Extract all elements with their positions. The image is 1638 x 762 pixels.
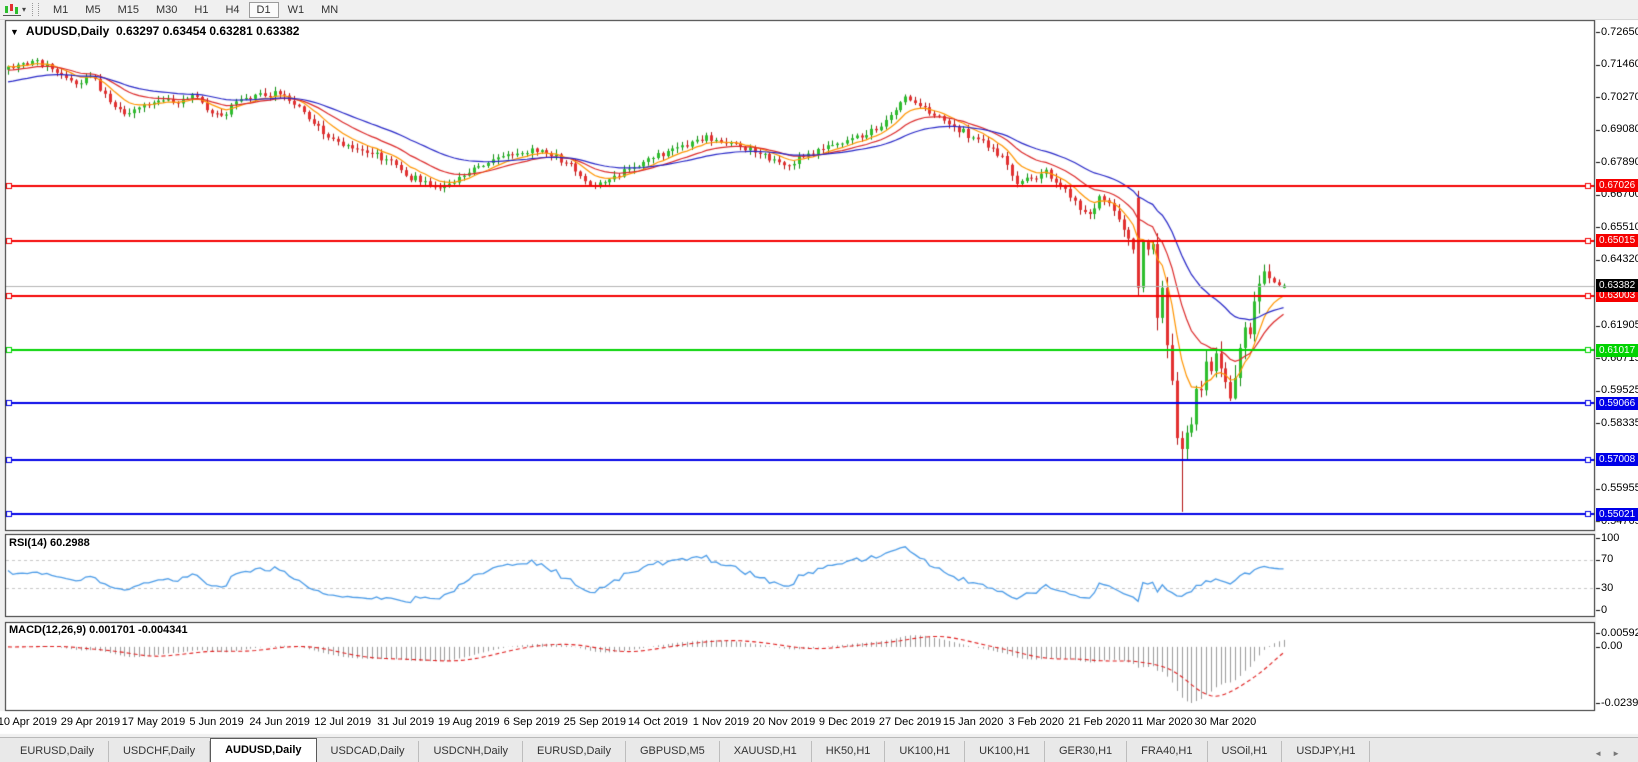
chart-tab-eurusd-daily[interactable]: EURUSD,Daily [523,741,626,762]
timeframe-buttons: M1 M5 M15 M30 H1 H4 D1 W1 MN [45,1,347,18]
price-tick-label: 0.61905 [1601,319,1638,332]
macd-indicator-label: MACD(12,26,9) 0.001701 -0.004341 [9,624,188,636]
level-price-label[interactable]: 0.59066 [1596,396,1638,410]
chart-tab-usoil-h1[interactable]: USOil,H1 [1208,741,1283,762]
date-tick-label: 31 Jul 2019 [377,716,435,728]
symbol-period-label: AUDUSD,Daily [25,24,110,38]
chart-tab-uk100-h1[interactable]: UK100,H1 [885,741,966,762]
timeframe-button-mn[interactable]: MN [321,3,339,16]
rsi-name: RSI(14) [9,537,47,549]
chart-tabs: EURUSD,Daily USDCHF,Daily AUDUSD,Daily USDC… [6,738,1371,762]
price-tick-label: 0.70270 [1601,90,1638,103]
macd-signal-value: -0.004341 [138,624,188,636]
date-tick-label: 12 Jul 2019 [314,716,372,728]
timeframe-button-m1[interactable]: M1 [53,3,69,16]
price-tick-label: 0.55955 [1601,482,1638,494]
date-tick-label: 6 Sep 2019 [503,716,560,728]
macd-main-value: 0.001701 [89,624,135,636]
chart-tab-xauusd-h1[interactable]: XAUUSD,H1 [720,741,812,762]
chart-tab-eurusd-daily[interactable]: EURUSD,Daily [6,741,109,762]
chart-tab-uk100-h1[interactable]: UK100,H1 [965,741,1045,762]
level-price-label[interactable]: 0.63003 [1596,289,1638,303]
macd-tick-label: 0.00 [1601,640,1623,653]
price-tick-label: 0.65510 [1601,220,1638,233]
toolbar: ▾ M1 M5 M15 M30 H1 H4 D1 W1 MN [0,0,1638,20]
rsi-indicator-label: RSI(14) 60.2988 [9,537,90,549]
tab-scroll-right-icon[interactable]: ► [1612,749,1630,758]
macd-tick-label: 0.005923 [1601,626,1638,639]
timeframe-button-w1[interactable]: W1 [287,3,305,16]
pane-separator-macd[interactable] [0,617,1638,623]
timeframe-button-m30[interactable]: M30 [155,3,178,16]
rsi-tick-label: 70 [1601,553,1614,566]
chart-tab-gbpusd-m5[interactable]: GBPUSD,M5 [626,741,720,762]
tab-scroll-arrows: ◄► [1594,749,1630,758]
macd-name: MACD(12,26,9) [9,624,87,636]
price-tick-label: 0.69080 [1601,123,1638,136]
price-tick-label: 0.71460 [1601,58,1638,71]
collapse-icon[interactable]: ▼ [10,27,19,37]
price-tick-label: 0.67890 [1601,155,1638,168]
date-tick-label: 25 Sep 2019 [563,716,627,728]
level-price-label[interactable]: 0.61017 [1596,343,1638,357]
price-tick-label: 0.72650 [1601,25,1638,38]
date-tick-label: 11 Mar 2020 [1131,716,1193,728]
level-price-label[interactable]: 0.55021 [1596,507,1638,521]
toolbar-grip[interactable] [32,3,40,16]
chart-tab-usdchf-daily[interactable]: USDCHF,Daily [109,741,211,762]
date-tick-label: 9 Dec 2019 [818,716,876,728]
macd-tick-label: -0.02394 [1601,696,1638,709]
chart-tab-ger30-h1[interactable]: GER30,H1 [1045,741,1128,762]
tab-scroll-left-icon[interactable]: ◄ [1594,749,1613,758]
date-tick-label: 5 Jun 2019 [189,716,244,728]
date-tick-label: 24 Jun 2019 [249,716,310,728]
chart-type-icon[interactable] [3,2,21,17]
chart-title: ▼ AUDUSD,Daily 0.63297 0.63454 0.63281 0.… [10,24,299,38]
chart-tab-hk50-h1[interactable]: HK50,H1 [812,741,886,762]
date-tick-label: 19 Aug 2019 [437,716,500,728]
chart-tab-usdcnh-daily[interactable]: USDCNH,Daily [419,741,524,762]
rsi-tick-label: 30 [1601,581,1614,594]
date-tick-label: 20 Nov 2019 [752,716,816,728]
date-tick-label: 10 Apr 2019 [0,716,58,728]
price-tick-label: 0.58335 [1601,416,1638,429]
price-tick-label: 0.59525 [1601,384,1638,397]
pane-separator-rsi[interactable] [0,531,1638,535]
date-tick-label: 1 Nov 2019 [692,716,750,728]
rsi-tick-label: 100 [1601,531,1620,544]
date-tick-label: 27 Dec 2019 [878,716,942,728]
chart-tab-usdcad-daily[interactable]: USDCAD,Daily [317,741,420,762]
date-tick-label: 29 Apr 2019 [60,716,121,728]
timeframe-button-m15[interactable]: M15 [117,3,139,16]
price-axis[interactable] [1596,20,1638,711]
timeframe-button-d1[interactable]: D1 [248,1,279,18]
chart-tabs-bar: EURUSD,Daily USDCHF,Daily AUDUSD,Daily USDC… [0,737,1638,762]
rsi-value: 60.2988 [49,537,90,549]
chart-type-dropdown-icon[interactable]: ▾ [22,5,27,14]
date-tick-label: 3 Feb 2020 [1008,716,1065,728]
date-tick-label: 14 Oct 2019 [627,716,688,728]
timeframe-button-h4[interactable]: H4 [225,3,240,16]
rsi-tick-label: 0 [1601,603,1608,616]
level-price-label[interactable]: 0.65015 [1596,234,1638,248]
chart-tab-usdjpy-h1[interactable]: USDJPY,H1 [1282,741,1371,762]
chart-tab-fra40-h1[interactable]: FRA40,H1 [1127,741,1208,762]
level-price-label[interactable]: 0.67026 [1596,179,1638,193]
timeframe-button-m5[interactable]: M5 [85,3,101,16]
date-tick-label: 30 Mar 2020 [1194,716,1257,728]
chart-tab-audusd-daily[interactable]: AUDUSD,Daily [210,738,317,762]
date-tick-label: 21 Feb 2020 [1068,716,1131,728]
date-tick-label: 17 May 2019 [121,716,186,728]
ohlc-values: 0.63297 0.63454 0.63281 0.63382 [115,24,300,38]
timeframe-button-h1[interactable]: H1 [194,3,209,16]
current-price-label: 0.63382 [1596,279,1638,293]
level-price-label[interactable]: 0.57008 [1596,453,1638,467]
price-tick-label: 0.64320 [1601,253,1638,266]
time-axis[interactable] [0,711,1596,734]
date-tick-label: 15 Jan 2020 [942,716,1004,728]
